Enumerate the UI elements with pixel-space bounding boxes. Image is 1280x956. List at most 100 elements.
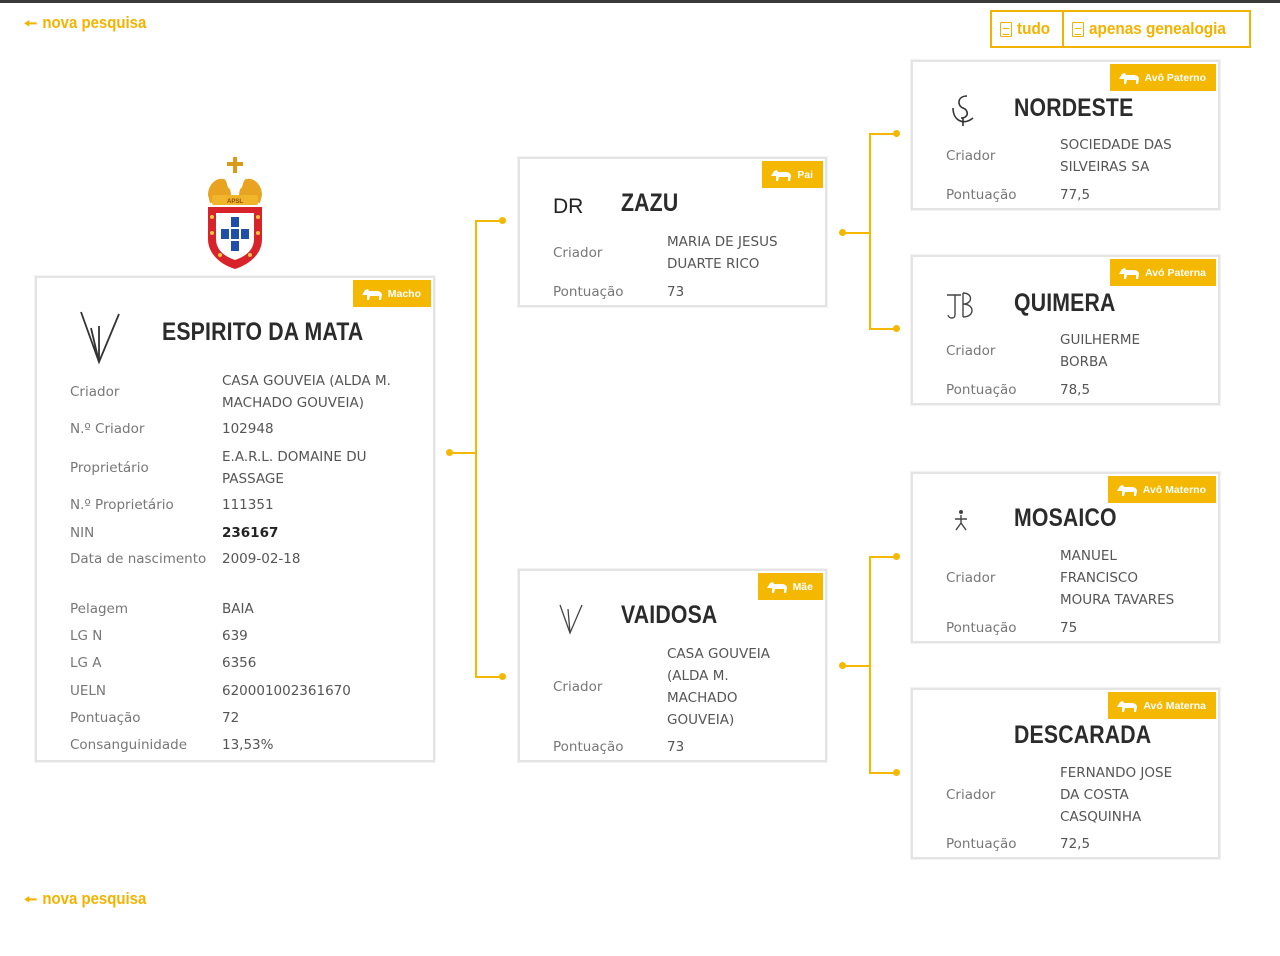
apsl-crest-logo: APSL <box>208 157 262 269</box>
dam-breeder-row: Criador CASA GOUVEIA (ALDA M. MACHADO GO… <box>553 643 813 731</box>
field-value: 78,5 <box>1060 382 1091 398</box>
dam-score-row: Pontuação 73 <box>553 736 813 758</box>
maternal-grandsire-badge: Avô Materno <box>1107 476 1216 503</box>
field-label: Criador <box>946 148 996 164</box>
horse-icon <box>361 288 382 300</box>
field-label: Criador <box>553 245 603 261</box>
field-value: 6356 <box>222 655 257 671</box>
svg-text:APSL: APSL <box>227 199 243 205</box>
field-value: 620001002361670 <box>222 683 351 699</box>
field-label: Pontuação <box>70 710 141 726</box>
horse-icon <box>766 581 787 593</box>
horse-name: ESPIRITO DA MATA <box>162 318 364 346</box>
sex-badge: Macho <box>352 280 431 307</box>
top-border <box>0 0 1280 3</box>
file-pdf-icon <box>1000 21 1012 37</box>
dam-name: VAIDOSA <box>621 601 718 629</box>
field-label: Criador <box>946 343 996 359</box>
breeder-row: Criador FERNANDO JOSE DA COSTA CASQUINHA <box>946 762 1206 828</box>
field-value: SOCIEDADE DAS SILVEIRAS SA <box>1060 137 1172 175</box>
field-label: Criador <box>70 384 120 400</box>
field-value: 102948 <box>222 421 274 437</box>
maternal-grandsire-card: Avô Materno MOSAICO Criador MANUEL FRANC… <box>911 472 1220 643</box>
sire-brand-text: DR <box>553 195 584 218</box>
maternal-granddam-badge: Avó Materna <box>1108 692 1216 719</box>
field-row: Criador CASA GOUVEIA (ALDA M. MACHADO GO… <box>70 370 430 414</box>
breeder-row: Criador GUILHERME BORBA <box>946 329 1206 373</box>
field-label: NIN <box>70 525 95 541</box>
field-label: Proprietário <box>70 460 149 476</box>
connector-line <box>869 772 896 774</box>
new-search-link-top[interactable]: 🠔 nova pesquisa <box>24 13 146 33</box>
field-label: UELN <box>70 683 107 699</box>
connector-dot <box>839 662 846 669</box>
field-label: Criador <box>946 787 996 803</box>
brand-mark-icon <box>75 308 125 366</box>
field-row: N.º Proprietário 111351 <box>70 494 430 516</box>
connector-dot <box>893 130 900 137</box>
field-value: 73 <box>667 284 685 300</box>
dam-badge: Mãe <box>757 573 823 600</box>
paternal-grandsire-badge: Avô Paterno <box>1109 64 1216 91</box>
connector-line <box>475 676 503 678</box>
connector-line <box>450 452 476 454</box>
sire-breeder-row: Criador MARIA DE JESUS DUARTE RICO <box>553 231 813 275</box>
field-value: 72,5 <box>1060 836 1091 852</box>
sire-score-row: Pontuação 73 <box>553 281 813 303</box>
pdf-genealogy-button[interactable]: apenas genealogia <box>1061 12 1249 46</box>
connector-dot <box>893 769 900 776</box>
field-value: 236167 <box>222 525 279 541</box>
sex-badge-label: Macho <box>387 287 421 300</box>
paternal-granddam-name: QUIMERA <box>1014 289 1116 317</box>
connector-line <box>475 220 477 678</box>
connector-line <box>869 133 896 135</box>
field-row: UELN 620001002361670 <box>70 680 430 702</box>
field-label: Pontuação <box>946 187 1017 203</box>
field-value: 13,53% <box>222 737 274 753</box>
field-row: NIN 236167 <box>70 522 430 544</box>
paternal-grandsire-card: Avô Paterno NORDESTE Criador SOCIEDADE D… <box>911 60 1220 210</box>
dam-brand-mark-icon <box>556 599 586 639</box>
badge-label: Avó Paterna <box>1145 266 1206 279</box>
connector-line <box>869 556 871 774</box>
connector-line <box>869 328 896 330</box>
sire-name: ZAZU <box>621 189 679 217</box>
new-search-link-bottom[interactable]: 🠔 nova pesquisa <box>24 889 146 909</box>
connector-line <box>843 665 870 667</box>
pdf-all-button[interactable]: tudo <box>992 12 1062 46</box>
badge-label: Avó Materna <box>1143 699 1206 712</box>
new-search-label: nova pesquisa <box>42 13 147 32</box>
field-row: Pelagem BAIA <box>70 598 430 620</box>
field-value: GUILHERME BORBA <box>1060 332 1141 370</box>
pdf-export-group: tudo apenas genealogia <box>990 10 1251 48</box>
field-label: LG A <box>70 655 102 671</box>
field-label: Data de nascimento <box>70 551 207 567</box>
paternal-granddam-card: Avó Paterna QUIMERA Criador GUILHERME BO… <box>911 255 1220 405</box>
field-row: Data de nascimento 2009-02-18 <box>70 548 430 570</box>
field-label: Pontuação <box>946 620 1017 636</box>
field-label: Pelagem <box>70 601 129 617</box>
connector-line <box>843 232 870 234</box>
maternal-grandsire-name: MOSAICO <box>1014 504 1117 532</box>
field-value: CASA GOUVEIA (ALDA M. MACHADO GOUVEIA) <box>222 373 391 411</box>
score-row: Pontuação 78,5 <box>946 379 1206 401</box>
horse-icon <box>1117 700 1138 712</box>
field-value: BAIA <box>222 601 254 617</box>
horse-icon <box>771 169 792 181</box>
badge-label: Avô Materno <box>1142 483 1206 496</box>
field-label: Criador <box>553 679 603 695</box>
pdf-genealogy-label: apenas genealogia <box>1088 19 1226 38</box>
field-label: Pontuação <box>553 284 624 300</box>
pdf-all-label: tudo <box>1017 19 1051 38</box>
field-label: N.º Criador <box>70 421 145 437</box>
paternal-grandsire-name: NORDESTE <box>1014 94 1134 122</box>
score-row: Pontuação 77,5 <box>946 184 1206 206</box>
breeder-row: Criador MANUEL FRANCISCO MOURA TAVARES <box>946 545 1206 611</box>
connector-line <box>475 220 503 222</box>
field-label: Consanguinidade <box>70 737 188 753</box>
connector-dot <box>893 553 900 560</box>
horse-icon <box>1118 72 1139 84</box>
maternal-granddam-card: Avó Materna DESCARADA Criador FERNANDO J… <box>911 688 1220 859</box>
connector-dot <box>499 217 506 224</box>
field-value: 111351 <box>222 497 274 513</box>
